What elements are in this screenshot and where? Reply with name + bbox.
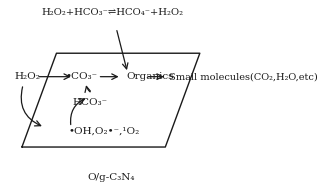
Text: O/g-C₃N₄: O/g-C₃N₄ <box>87 174 135 183</box>
Text: Organics: Organics <box>127 72 174 81</box>
Text: •OH,O₂•⁻,¹O₂: •OH,O₂•⁻,¹O₂ <box>68 127 140 136</box>
Text: •CO₃⁻: •CO₃⁻ <box>66 72 98 81</box>
Text: H₂O₂+HCO₃⁻⇌HCO₄⁻+H₂O₂: H₂O₂+HCO₃⁻⇌HCO₄⁻+H₂O₂ <box>41 8 183 17</box>
Text: HCO₃⁻: HCO₃⁻ <box>72 98 107 107</box>
Text: H₂O₂: H₂O₂ <box>14 72 40 81</box>
Text: Small molecules(CO₂,H₂O,etc): Small molecules(CO₂,H₂O,etc) <box>169 72 318 81</box>
